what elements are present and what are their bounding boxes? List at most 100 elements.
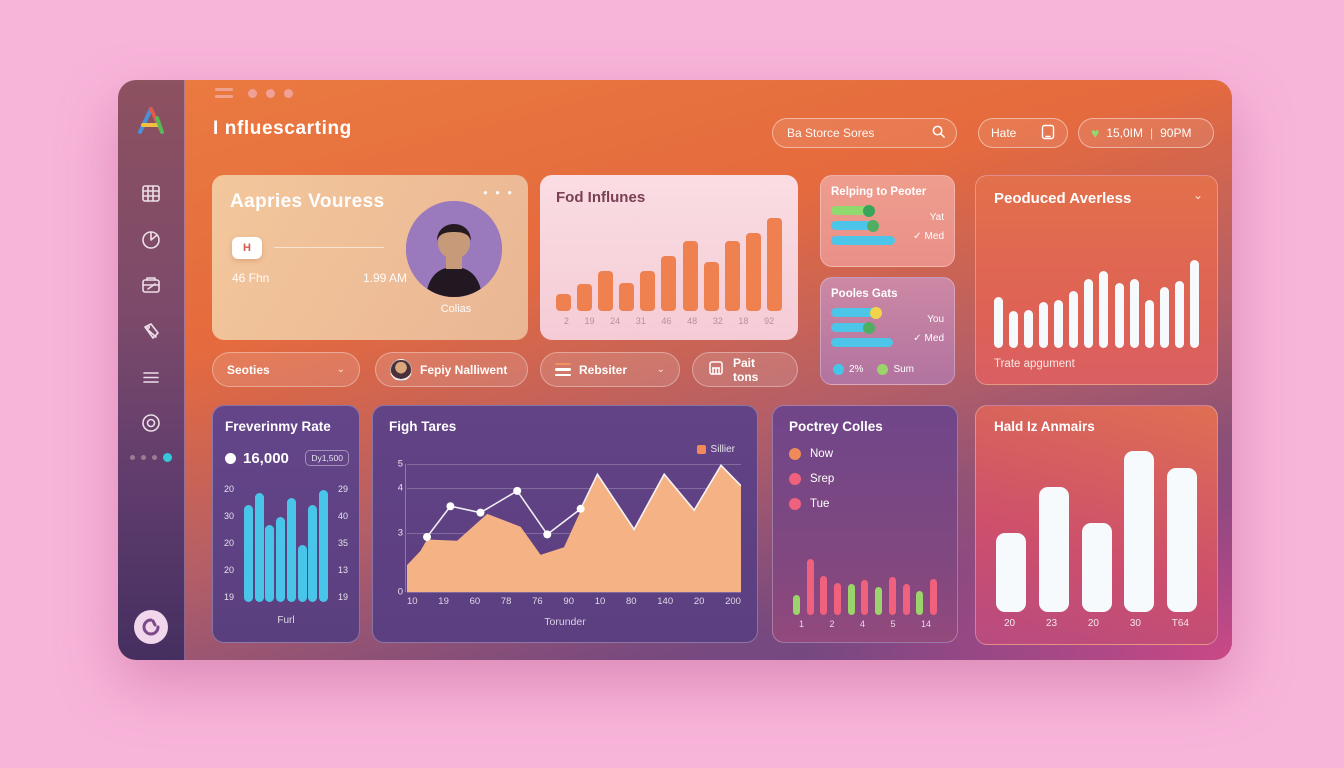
tick-label: 14 bbox=[920, 619, 931, 629]
pager-dot[interactable] bbox=[152, 455, 157, 460]
status-time: 90PM bbox=[1160, 126, 1192, 140]
pooles-card: Pooles Gats You ✓ Med 2% Sum bbox=[820, 277, 955, 385]
search-bar[interactable] bbox=[772, 118, 957, 148]
legend-dot-icon bbox=[877, 364, 889, 375]
bar bbox=[1084, 279, 1094, 348]
y-axis-line bbox=[405, 464, 406, 592]
freverinmy-stat: 16,000 bbox=[225, 450, 289, 467]
bar bbox=[703, 261, 719, 311]
menu-icon[interactable] bbox=[139, 365, 163, 389]
tick-label: 92 bbox=[764, 316, 775, 326]
bar bbox=[929, 578, 937, 615]
figh-legend-label: Sillier bbox=[710, 444, 735, 455]
bar bbox=[297, 545, 307, 602]
tick-label: 19 bbox=[438, 596, 449, 607]
fod-bar-chart bbox=[556, 216, 782, 311]
tick-label: 32 bbox=[712, 316, 723, 326]
pie-chart-icon[interactable] bbox=[139, 227, 163, 251]
hald-card-title: Hald Iz Anmairs bbox=[994, 419, 1095, 434]
tick-label: 20 bbox=[1087, 618, 1099, 629]
legend-item: Srep bbox=[789, 473, 941, 485]
bar bbox=[1124, 451, 1155, 612]
relping-note-top: Yat bbox=[929, 212, 944, 223]
profile-stat-right: 1.99 AM bbox=[362, 271, 407, 285]
bar bbox=[577, 284, 593, 311]
profile-chip[interactable]: H bbox=[232, 237, 262, 259]
bar bbox=[834, 582, 842, 615]
pager-dot-active[interactable] bbox=[163, 453, 172, 462]
target-icon[interactable] bbox=[139, 411, 163, 435]
freverinmy-badge: Dy1,500 bbox=[305, 450, 349, 466]
app-logo-icon[interactable] bbox=[135, 106, 167, 141]
pager-dot[interactable] bbox=[141, 455, 146, 460]
chevron-down-icon[interactable]: ⌄ bbox=[1192, 188, 1203, 202]
filter-rebsiter[interactable]: Rebsiter ⌄ bbox=[540, 352, 680, 387]
peoduced-card: Peoduced Averless ⌄ Trate apgument bbox=[975, 175, 1218, 385]
progress-dot bbox=[862, 321, 875, 334]
bar bbox=[1144, 299, 1154, 348]
bar bbox=[1129, 279, 1139, 348]
y-tick-label: 0 bbox=[397, 586, 403, 598]
tag-icon[interactable] bbox=[139, 319, 163, 343]
bottom-brand-icon[interactable] bbox=[134, 610, 168, 644]
filter-label: Pait tons bbox=[733, 355, 759, 384]
status-pill[interactable]: ♥ 15,0IM | 90PM bbox=[1078, 118, 1214, 148]
y-tick-label: 5 bbox=[397, 458, 403, 470]
figh-card-title: Figh Tares bbox=[389, 419, 457, 434]
filter-label: Fepiy Nalliwent bbox=[420, 362, 508, 377]
tick-label: 80 bbox=[625, 596, 637, 607]
window-dot[interactable] bbox=[248, 88, 257, 98]
tick-label: T64 bbox=[1171, 618, 1189, 629]
bar bbox=[619, 282, 635, 311]
status-divider: | bbox=[1150, 126, 1154, 140]
legend-dot-icon bbox=[789, 498, 801, 510]
filter-paittons[interactable]: Pait tons bbox=[692, 352, 798, 387]
hald-x-labels: 20 23 20 30 T64 bbox=[994, 612, 1199, 631]
bar bbox=[640, 271, 656, 311]
legend-item: Tue bbox=[789, 498, 941, 510]
tick-label: 48 bbox=[687, 316, 698, 326]
legend-label: Srep bbox=[810, 473, 835, 485]
tick-label: 140 bbox=[657, 596, 674, 607]
calendar-icon[interactable] bbox=[139, 181, 163, 205]
device-button[interactable]: Hate bbox=[978, 118, 1068, 148]
freverinmy-stat-value: 16,000 bbox=[243, 450, 289, 467]
legend-item: Sum bbox=[877, 364, 914, 375]
hamburger-icon[interactable] bbox=[215, 88, 233, 98]
window-dot[interactable] bbox=[284, 88, 293, 98]
pager-dot[interactable] bbox=[130, 455, 135, 460]
bar bbox=[1039, 302, 1049, 348]
freverinmy-chart: 20 30 20 20 19 29 40 35 13 19 bbox=[221, 484, 351, 602]
progress-bar bbox=[831, 219, 880, 232]
tick-label: 2 bbox=[829, 619, 835, 629]
search-input[interactable] bbox=[787, 126, 931, 140]
bar bbox=[994, 297, 1003, 348]
gridline bbox=[407, 592, 741, 593]
filter-fepiy[interactable]: Fepiy Nalliwent bbox=[375, 352, 528, 387]
more-menu-icon[interactable]: • • • bbox=[483, 185, 514, 200]
sidebar-pager-dots[interactable] bbox=[130, 453, 172, 462]
fod-x-labels: 2 19 24 31 46 48 32 18 92 bbox=[556, 316, 782, 326]
tick-label: 78 bbox=[500, 596, 512, 607]
bar bbox=[1038, 487, 1069, 612]
filter-seoties[interactable]: Seoties ⌄ bbox=[212, 352, 360, 387]
progress-bar bbox=[831, 306, 882, 319]
bar bbox=[1174, 280, 1184, 348]
window-dot[interactable] bbox=[266, 88, 275, 98]
page-title: I nfluescarting bbox=[213, 118, 352, 139]
tick-label: 20 bbox=[1004, 618, 1016, 629]
tick-label: 20 bbox=[223, 538, 234, 548]
bar bbox=[276, 517, 286, 602]
y-tick-label: 4 bbox=[397, 482, 403, 494]
bar bbox=[1189, 260, 1199, 348]
search-icon[interactable] bbox=[931, 124, 946, 142]
relping-card-title: Relping to Peoter bbox=[831, 186, 927, 198]
figh-tares-card: Figh Tares Sillier 5 4 3 0 10 19 60 78 76 90 10 80… bbox=[372, 405, 758, 643]
main-area: I nfluescarting Hate ♥ 15,0IM | 90PM Aap… bbox=[185, 80, 1232, 660]
peoduced-card-title: Peoduced Averless bbox=[994, 190, 1132, 207]
mail-edit-icon[interactable] bbox=[139, 273, 163, 297]
profile-card: Aapries Vouress • • • H 46 Fhn 1.99 AM bbox=[212, 175, 528, 340]
bar bbox=[1069, 290, 1079, 348]
legend-dot-icon bbox=[789, 473, 801, 485]
bar bbox=[724, 240, 740, 311]
